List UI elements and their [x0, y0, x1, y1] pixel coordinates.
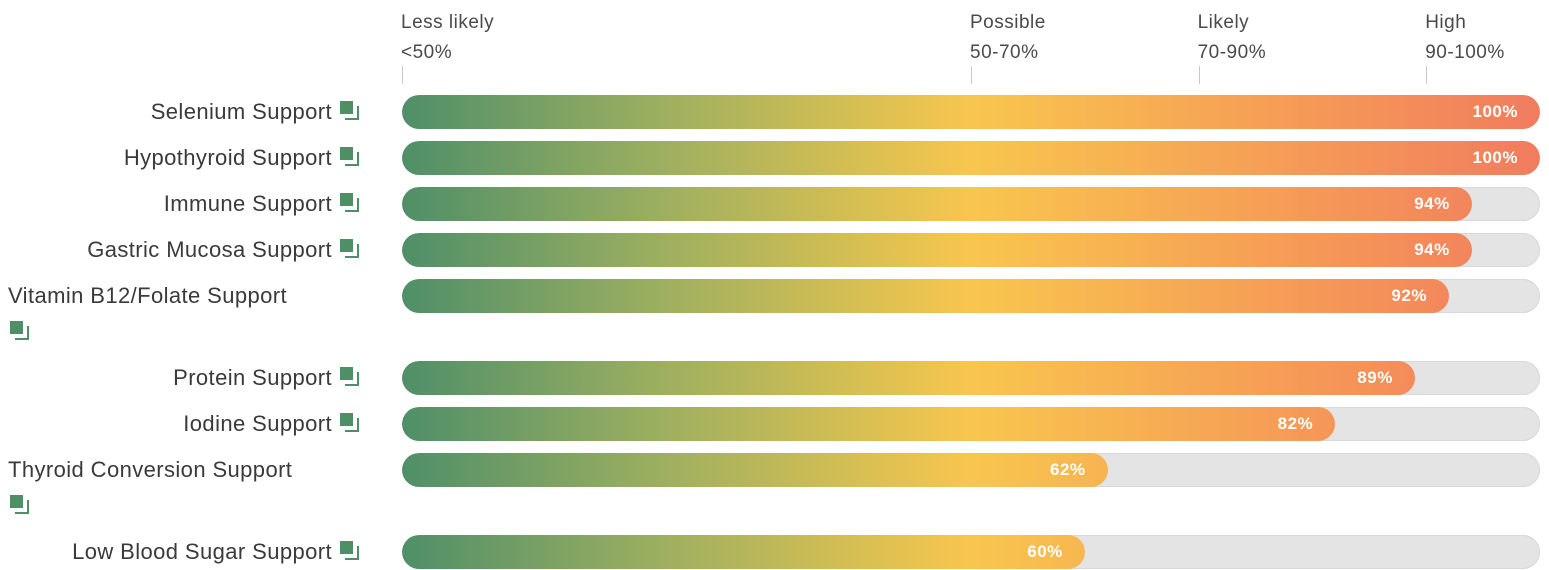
bar-value-label: 60%	[1027, 542, 1063, 561]
scale-band-label: High 90-100%	[1425, 8, 1505, 68]
category-label: Hypothyroid Support	[8, 140, 360, 176]
scale-band-range: 90-100%	[1425, 42, 1505, 63]
category-label: Immune Support	[8, 186, 360, 222]
bar-track: 89%	[402, 361, 1540, 395]
bar-track: 94%	[402, 233, 1540, 267]
bar-track: 62%	[402, 453, 1540, 487]
category-label-text: Iodine Support	[183, 411, 332, 436]
scale-band-range: 70-90%	[1197, 42, 1267, 63]
bar-fill	[402, 187, 1472, 221]
bar-value-label: 94%	[1414, 194, 1450, 213]
bar-fill	[402, 141, 1540, 175]
bar-track: 82%	[402, 407, 1540, 441]
bar-fill	[402, 279, 1449, 313]
scale-band-name: Possible	[970, 12, 1046, 33]
category-label-text: Vitamin B12/Folate Support	[8, 283, 288, 308]
scale-tick	[1198, 66, 1200, 84]
scale-band-name: High	[1425, 12, 1467, 33]
category-label-text: Protein Support	[173, 365, 332, 390]
scale-tick	[971, 66, 972, 84]
category-label-text: Immune Support	[163, 191, 332, 216]
info-copy-icon[interactable]	[340, 147, 360, 167]
bar-value-label: 92%	[1391, 286, 1427, 305]
bar-value-label: 100%	[1472, 148, 1518, 167]
bar-value-label: 82%	[1277, 414, 1314, 433]
bar-track: 100%	[402, 95, 1540, 129]
scale-band-name: Less likely	[401, 12, 495, 33]
info-copy-icon[interactable]	[340, 413, 360, 433]
bar-fill	[402, 361, 1415, 395]
bar-value-label: 62%	[1050, 460, 1086, 479]
info-copy-icon[interactable]	[340, 193, 360, 213]
info-copy-icon[interactable]	[340, 239, 360, 259]
scale-band-name: Likely	[1197, 12, 1250, 33]
bar-track: 60%	[402, 535, 1540, 569]
scale-band-range: <50%	[401, 42, 453, 63]
bar-value-label: 94%	[1414, 240, 1450, 259]
bar-fill	[402, 453, 1108, 487]
category-label-text: Low Blood Sugar Support	[72, 539, 332, 564]
category-label: Low Blood Sugar Support	[8, 534, 360, 570]
category-label: Iodine Support	[8, 406, 360, 442]
scale-tick	[1426, 66, 1428, 84]
bar-value-label: 100%	[1472, 102, 1518, 121]
info-copy-icon[interactable]	[10, 321, 30, 341]
info-copy-icon[interactable]	[340, 541, 360, 561]
scale-band-label: Likely 70-90%	[1198, 8, 1267, 68]
category-label: Protein Support	[8, 360, 360, 396]
scale-band-label: Possible 50-70%	[970, 8, 1046, 68]
category-label: Vitamin B12/Folate Support	[8, 278, 360, 350]
category-label-text: Gastric Mucosa Support	[87, 237, 332, 262]
scale-band-label: Less likely <50%	[401, 8, 494, 68]
info-copy-icon[interactable]	[340, 367, 360, 387]
bar-value-label: 89%	[1357, 368, 1393, 387]
category-label-text: Thyroid Conversion Support	[8, 457, 293, 482]
bar-track: 92%	[402, 279, 1540, 313]
category-label: Thyroid Conversion Support	[8, 452, 360, 524]
bar-fill	[402, 95, 1540, 129]
info-copy-icon[interactable]	[10, 495, 30, 515]
bar-track: 94%	[402, 187, 1540, 221]
bar-track: 100%	[402, 141, 1540, 175]
category-label-text: Hypothyroid Support	[123, 145, 332, 170]
bar-fill	[402, 407, 1336, 441]
bar-fill	[402, 233, 1472, 267]
category-label: Selenium Support	[8, 94, 360, 130]
scale-tick	[402, 66, 403, 84]
category-label: Gastric Mucosa Support	[8, 232, 360, 268]
scale-band-range: 50-70%	[970, 42, 1039, 63]
bar-fill	[402, 535, 1085, 569]
category-label-text: Selenium Support	[150, 99, 332, 124]
info-copy-icon[interactable]	[340, 101, 360, 121]
